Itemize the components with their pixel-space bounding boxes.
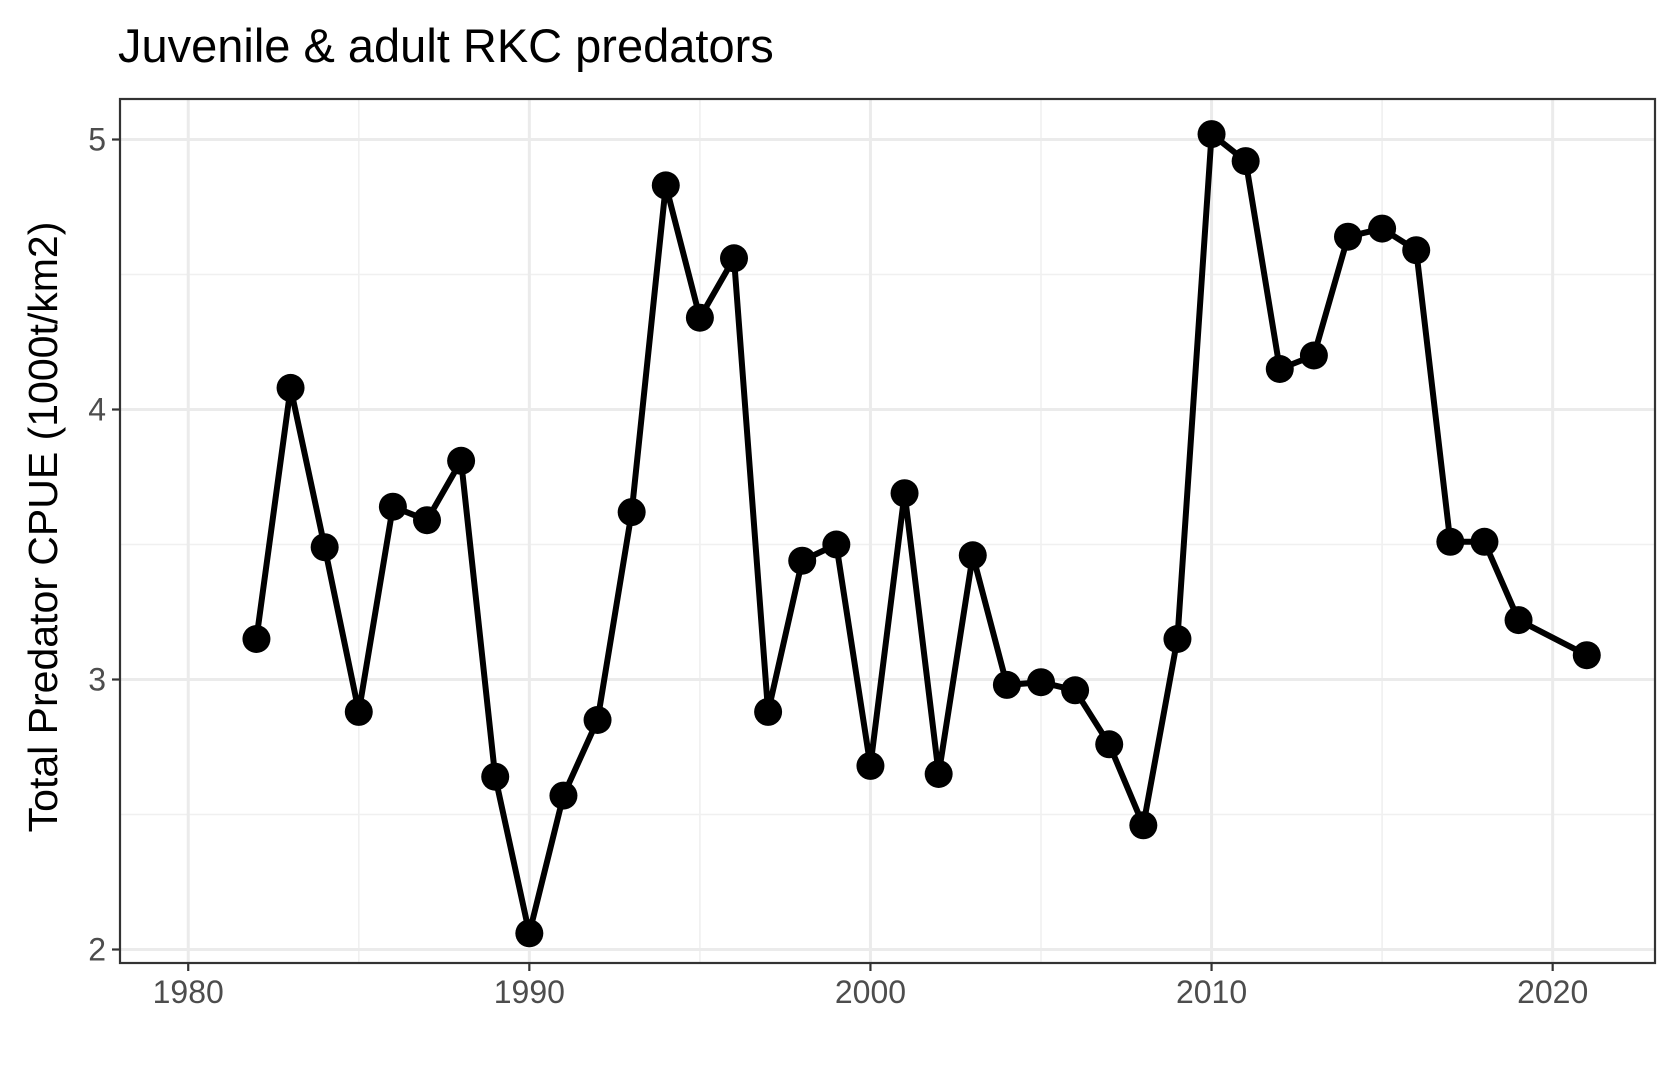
- y-tick-label: 5: [88, 122, 106, 158]
- data-point: [1095, 730, 1124, 759]
- y-tick-label: 4: [88, 392, 106, 428]
- x-tick-label: 2020: [1517, 974, 1588, 1010]
- data-point: [1027, 668, 1055, 697]
- data-point: [754, 697, 783, 726]
- panel-border: [118, 97, 1657, 965]
- data-point: [1299, 341, 1328, 370]
- data-point: [1231, 147, 1260, 176]
- data-point: [924, 760, 953, 788]
- y-tick-label: 2: [88, 932, 106, 968]
- data-point: [242, 625, 271, 653]
- data-point: [1061, 676, 1090, 705]
- data-point: [413, 506, 441, 535]
- data-point: [822, 530, 851, 559]
- x-tick-label: 2010: [1176, 974, 1247, 1010]
- data-point: [617, 498, 646, 527]
- data-point: [1197, 120, 1226, 149]
- data-point: [1265, 355, 1294, 383]
- data-point: [958, 541, 987, 570]
- data-point: [788, 546, 817, 575]
- data-point: [276, 373, 305, 402]
- data-point: [378, 492, 407, 521]
- y-axis-label: Total Predator CPUE (1000t/km2): [20, 222, 66, 833]
- data-point: [1129, 811, 1158, 840]
- data-point: [856, 751, 885, 780]
- data-point: [447, 446, 476, 475]
- data-point: [685, 303, 714, 332]
- data-point: [344, 697, 373, 726]
- data-point: [583, 706, 612, 734]
- x-tick-label: 1980: [153, 974, 224, 1010]
- x-tick-label: 2000: [835, 974, 906, 1010]
- data-point: [651, 171, 680, 200]
- chart-title: Juvenile & adult RKC predators: [118, 19, 774, 72]
- data-point: [720, 244, 748, 273]
- data-point: [992, 670, 1021, 699]
- data-point: [890, 479, 919, 508]
- data-point: [1436, 527, 1465, 556]
- data-point: [310, 533, 339, 562]
- data-point: [1470, 527, 1499, 556]
- data-point: [1334, 222, 1362, 251]
- x-tick-label: 1990: [494, 974, 565, 1010]
- data-point: [1402, 236, 1431, 265]
- data-point: [1504, 606, 1533, 635]
- data-point: [1572, 641, 1601, 670]
- plot-area: 1980 1990 2000 2010 2020 2 3 4 5: [88, 97, 1657, 1010]
- data-point: [549, 781, 578, 810]
- data-point: [481, 762, 510, 791]
- data-point: [1163, 625, 1192, 653]
- plot-panel: [120, 99, 1655, 963]
- data-point: [1368, 214, 1397, 243]
- data-point: [515, 919, 544, 948]
- y-tick-label: 3: [88, 662, 106, 698]
